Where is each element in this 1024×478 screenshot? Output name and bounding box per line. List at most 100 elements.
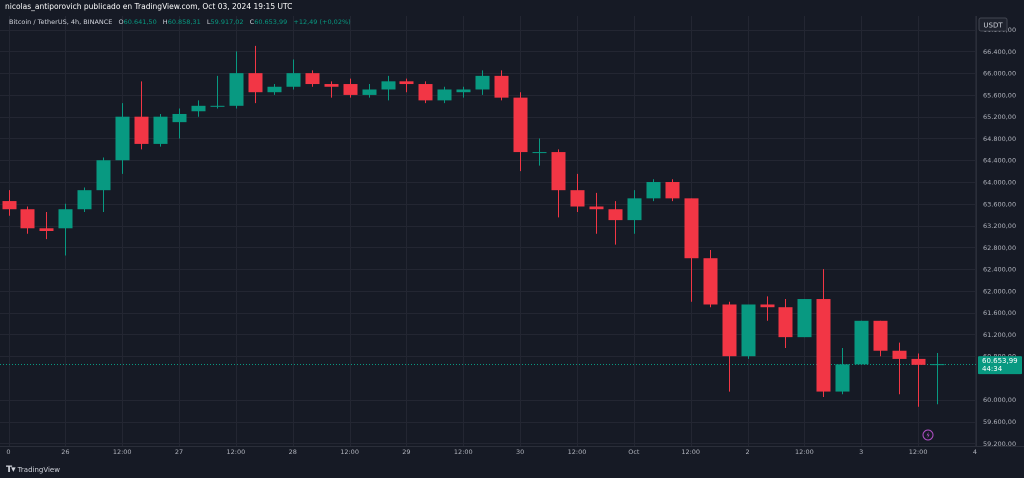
candle-body	[418, 84, 433, 101]
price-tick-label: 62.000,00	[983, 287, 1016, 295]
candle	[854, 320, 869, 365]
candle-body	[267, 86, 282, 93]
candle-body	[570, 190, 585, 207]
candle-body	[513, 97, 528, 153]
candle	[930, 353, 945, 405]
time-tick-label: 2	[745, 448, 749, 456]
currency-badge[interactable]: USDT	[978, 17, 1008, 32]
candle	[816, 269, 831, 398]
candle	[873, 320, 888, 357]
price-tick-label: 64.800,00	[983, 135, 1016, 143]
price-axis[interactable]: 66.800,0066.400,0066.000,0065.600,0065.2…	[983, 26, 1016, 448]
candle-countdown: 44:34	[982, 365, 1003, 373]
candle	[153, 113, 168, 147]
legend-close-value: 60.653,99	[254, 18, 287, 26]
current-price-badge: 60.653,99 44:34	[978, 356, 1022, 375]
candle	[551, 149, 566, 218]
candle-body	[703, 258, 718, 305]
price-tick-label: 66.400,00	[983, 48, 1016, 56]
candle-body	[684, 198, 699, 259]
price-tick-label: 66.000,00	[983, 70, 1016, 78]
candle-body	[399, 81, 414, 85]
candle-body	[778, 307, 793, 338]
lightning-icon[interactable]	[922, 429, 934, 441]
candle	[513, 92, 528, 172]
currency-label: USDT	[983, 22, 1003, 30]
candle	[210, 75, 225, 109]
candle-body	[437, 89, 452, 101]
candle-body	[343, 84, 358, 95]
time-tick-label: 12:00	[568, 448, 587, 456]
candle	[722, 301, 737, 392]
price-tick-label: 62.800,00	[983, 244, 1016, 252]
candle	[760, 296, 775, 321]
candle	[20, 206, 35, 234]
candle	[39, 211, 54, 240]
current-price-value: 60.653,99	[982, 357, 1018, 365]
candle	[570, 173, 585, 212]
time-tick-label: Oct	[628, 448, 640, 456]
candle-body	[532, 152, 547, 154]
candle	[684, 198, 699, 302]
candle-body	[854, 320, 869, 365]
candle-body	[475, 75, 490, 90]
time-axis[interactable]: 0 26 12:00 27 12:00 28 12:00 29 12:00 30 12:00 Oct 1…	[6, 448, 977, 456]
candle-body	[153, 116, 168, 144]
candle-body	[77, 190, 92, 210]
candle	[58, 203, 73, 256]
time-tick-label: 29	[402, 448, 410, 456]
legend-low-value: 59.917,02	[210, 18, 243, 26]
candle-body	[722, 304, 737, 357]
publisher-credit: nicolas_antiporovich publicado en Tradin…	[0, 0, 1024, 16]
candle	[835, 348, 850, 395]
time-tick-label: 12:00	[681, 448, 700, 456]
candle-body	[134, 116, 149, 144]
candle-body	[305, 73, 320, 85]
candle-body	[930, 364, 945, 366]
price-tick-label: 60.000,00	[983, 396, 1016, 404]
time-tick-label: 12:00	[909, 448, 928, 456]
price-tick-label: 59.200,00	[983, 440, 1016, 448]
candle-body	[286, 73, 301, 87]
price-tick-label: 62.400,00	[983, 266, 1016, 274]
candle	[418, 81, 433, 104]
candle	[362, 84, 377, 98]
candle	[494, 70, 509, 101]
candle	[627, 190, 642, 234]
time-tick-label: 27	[175, 448, 183, 456]
candle-body	[324, 84, 339, 87]
candle-body	[229, 73, 244, 106]
price-tick-label: 61.200,00	[983, 331, 1016, 339]
time-tick-label: 26	[61, 448, 69, 456]
candle	[115, 103, 130, 174]
candle-body	[911, 358, 926, 365]
tradingview-brand[interactable]: T▾ TradingView	[6, 464, 60, 476]
legend-open-value: 60.641,50	[124, 18, 157, 26]
price-tick-label: 59.600,00	[983, 418, 1016, 426]
time-tick-label: 12:00	[113, 448, 132, 456]
candle	[286, 59, 301, 90]
time-tick-label: 12:00	[454, 448, 473, 456]
candle-body	[210, 105, 225, 107]
candle-body	[456, 89, 471, 93]
price-tick-label: 63.600,00	[983, 200, 1016, 208]
candle	[665, 179, 680, 202]
legend-high-value: 60.858,31	[168, 18, 201, 26]
candle	[532, 138, 547, 166]
tradingview-logo-icon: T▾	[6, 465, 16, 475]
candle-body	[627, 198, 642, 221]
candle	[608, 201, 623, 245]
candle	[911, 353, 926, 407]
candle	[229, 51, 244, 109]
candle	[399, 78, 414, 93]
candle-body	[172, 113, 187, 123]
candle	[248, 45, 263, 104]
time-tick-label: 28	[289, 448, 297, 456]
candle	[892, 342, 907, 395]
candle	[96, 157, 111, 212]
legend-low-label: L	[207, 18, 211, 26]
candle	[172, 108, 187, 139]
candle	[437, 86, 452, 104]
price-tick-label: 61.600,00	[983, 309, 1016, 317]
